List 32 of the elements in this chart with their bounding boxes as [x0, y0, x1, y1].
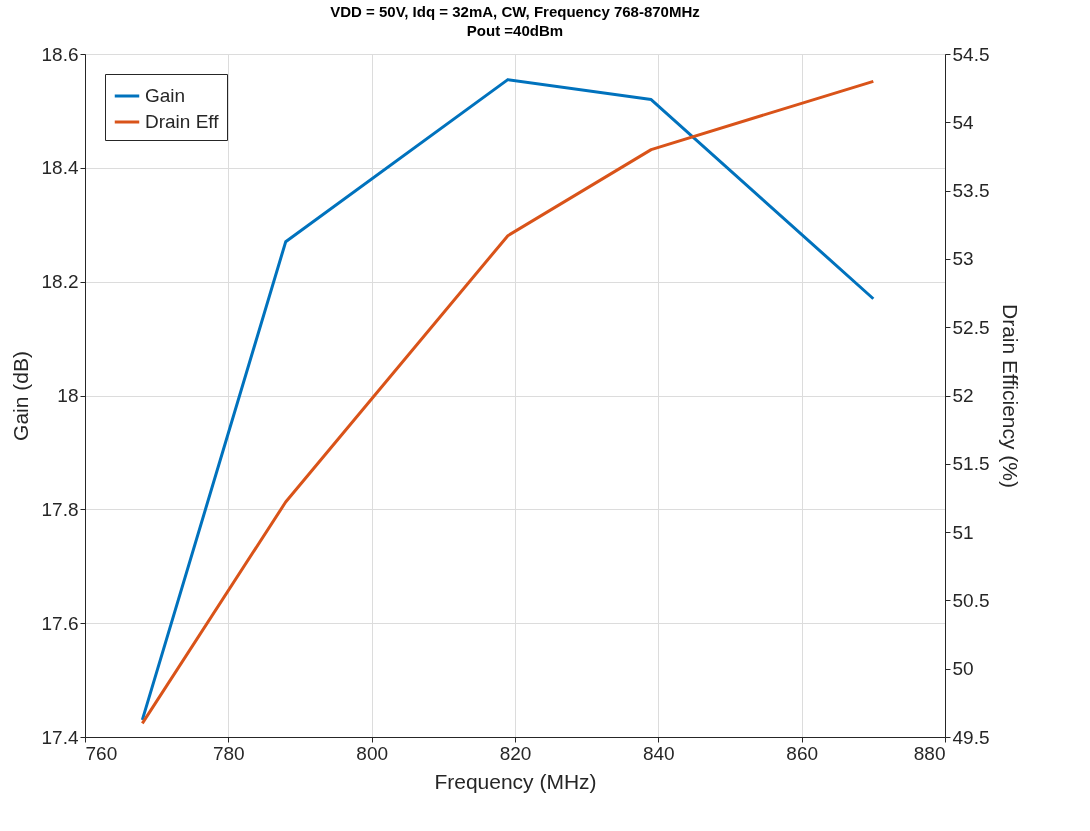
- y-tick-label: 17.6: [41, 612, 79, 634]
- x-tick-label: 800: [356, 742, 389, 764]
- x-tick-label: 880: [913, 742, 946, 764]
- y2-tick-label: 49.5: [952, 726, 990, 748]
- y2-axis-title: Drain Efficiency (%): [999, 304, 1023, 488]
- y2-tick-label: 53: [952, 248, 974, 270]
- y-axis-title: Gain (dB): [8, 351, 32, 441]
- y2-tick-label: 50.5: [952, 589, 990, 611]
- x-tick-label: 860: [786, 742, 819, 764]
- y2-tick-label: 54: [952, 111, 975, 133]
- y2-tick-label: 53.5: [952, 180, 990, 202]
- x-tick-label: 760: [85, 742, 118, 764]
- y2-tick-label: 50: [952, 658, 974, 680]
- x-tick-label: 780: [212, 742, 245, 764]
- y-tick-label: 18.6: [41, 43, 79, 65]
- chart-subtitle: Pout =40dBm: [466, 22, 564, 39]
- x-tick-label: 840: [642, 742, 675, 764]
- legend-label: Drain Eff: [145, 111, 220, 132]
- y-tick-label: 17.8: [41, 498, 79, 520]
- y2-tick-label: 52: [952, 385, 974, 406]
- y2-tick-label: 52.5: [952, 316, 990, 338]
- legend-label: Gain: [145, 85, 186, 106]
- y-tick-label: 18.4: [41, 157, 79, 179]
- x-tick-label: 820: [499, 742, 532, 764]
- y2-tick-label: 51: [952, 521, 974, 543]
- chart-title: VDD = 50V, Idq = 32mA, CW, Frequency 768-870MHz: [330, 3, 700, 20]
- y-tick-label: 18: [57, 385, 79, 406]
- y2-tick-label: 54.5: [952, 43, 990, 65]
- y-tick-label: 18.2: [41, 271, 79, 293]
- x-axis-title: Frequency (MHz): [434, 769, 597, 793]
- y2-tick-label: 51.5: [952, 453, 990, 475]
- y-tick-label: 17.4: [41, 726, 79, 748]
